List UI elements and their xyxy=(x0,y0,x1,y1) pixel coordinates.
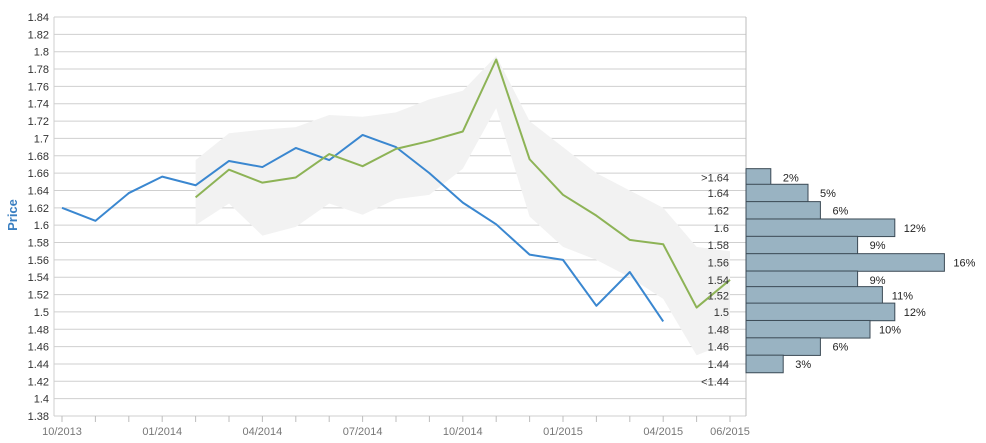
price-bucket-label: 1.62 xyxy=(708,205,729,217)
y-tick-label: 1.72 xyxy=(28,116,49,128)
distribution-bar-label: 6% xyxy=(832,342,848,354)
price-bucket-label: 1.46 xyxy=(708,342,729,354)
y-tick-label: 1.56 xyxy=(28,255,49,267)
distribution-bar xyxy=(745,201,821,220)
price-bucket-label: <1.44 xyxy=(701,376,729,388)
distribution-bars: 2% >1.64 5% 1.64 6% 1.62 12% 1.6 9% 1.58 16% 1.56 9%… xyxy=(701,168,976,388)
y-tick-label: 1.78 xyxy=(28,64,49,76)
y-tick-label: 1.42 xyxy=(28,376,49,388)
distribution-bar xyxy=(745,337,821,356)
y-tick-label: 1.52 xyxy=(28,290,49,302)
confidence-band xyxy=(195,56,731,356)
price-bucket-label: 1.64 xyxy=(708,188,729,200)
distribution-bar xyxy=(745,354,784,374)
y-tick-label: 1.44 xyxy=(28,359,49,371)
distribution-bar-label: 9% xyxy=(870,275,886,287)
price-bucket-label: 1.52 xyxy=(708,290,729,302)
distribution-bar-label: 11% xyxy=(892,290,913,302)
y-axis: 1.38 1.4 1.42 1.44 1.46 1.48 1.5 1.52 1.54 1.56 1.… xyxy=(28,12,49,423)
y-tick-label: 1.74 xyxy=(28,99,49,111)
price-bucket-label: 1.6 xyxy=(714,223,729,235)
distribution-bar xyxy=(745,302,896,322)
x-tick-label: 10/2014 xyxy=(443,426,483,438)
y-tick-label: 1.82 xyxy=(28,29,49,41)
y-tick-label: 1.58 xyxy=(28,238,49,250)
distribution-bar xyxy=(745,286,883,305)
y-tick-label: 1.5 xyxy=(34,307,49,319)
distribution-bar-label: 16% xyxy=(953,257,975,269)
x-tick-label: 01/2015 xyxy=(543,426,583,438)
distribution-bar xyxy=(745,183,809,203)
x-axis: 10/2013 01/2014 04/2014 07/2014 10/2014 01/20… xyxy=(42,416,750,438)
distribution-bar-label: 12% xyxy=(904,223,926,235)
price-bucket-label: 1.5 xyxy=(714,307,729,319)
distribution-bar-label: 10% xyxy=(879,324,901,336)
x-tick-label: 06/2015 xyxy=(710,426,750,438)
y-tick-label: 1.54 xyxy=(28,272,49,284)
y-axis-label: Price xyxy=(5,199,20,231)
y-tick-label: 1.66 xyxy=(28,168,49,180)
price-bucket-label: >1.64 xyxy=(701,172,729,184)
series-lines xyxy=(61,58,731,323)
distribution-bar-label: 2% xyxy=(783,172,799,184)
y-tick-label: 1.84 xyxy=(28,12,49,24)
distribution-bar-label: 6% xyxy=(832,205,848,217)
x-tick-label: 10/2013 xyxy=(42,426,82,438)
distribution-bar-label: 3% xyxy=(795,359,811,371)
price-bucket-label: 1.44 xyxy=(708,359,729,371)
y-tick-label: 1.76 xyxy=(28,81,49,93)
y-tick-label: 1.46 xyxy=(28,342,49,354)
price-bucket-label: 1.56 xyxy=(708,257,729,269)
distribution-bar xyxy=(745,235,859,255)
y-tick-label: 1.62 xyxy=(28,203,49,215)
distribution-bar xyxy=(745,253,945,272)
y-tick-label: 1.38 xyxy=(28,411,49,423)
y-tick-label: 1.48 xyxy=(28,324,49,336)
distribution-bar-label: 9% xyxy=(870,240,886,252)
y-tick-label: 1.4 xyxy=(34,394,49,406)
x-tick-label: 04/2015 xyxy=(643,426,683,438)
x-tick-label: 01/2014 xyxy=(142,426,182,438)
y-tick-label: 1.7 xyxy=(34,133,49,145)
y-tick-label: 1.64 xyxy=(28,185,49,197)
y-tick-label: 1.8 xyxy=(34,47,49,59)
y-tick-label: 1.6 xyxy=(34,220,49,232)
distribution-bar-label: 12% xyxy=(904,307,926,319)
distribution-bar xyxy=(745,319,871,339)
y-tick-label: 1.68 xyxy=(28,151,49,163)
distribution-bar xyxy=(745,270,859,290)
price-bucket-label: 1.58 xyxy=(708,240,729,252)
distribution-bar xyxy=(745,218,896,238)
band-area xyxy=(195,56,731,356)
x-tick-label: 07/2014 xyxy=(343,426,383,438)
x-tick-label: 04/2014 xyxy=(243,426,283,438)
price-bucket-label: 1.54 xyxy=(708,275,729,287)
price-bucket-label: 1.48 xyxy=(708,324,729,336)
distribution-bar-label: 5% xyxy=(820,188,836,200)
distribution-bar xyxy=(745,168,772,187)
